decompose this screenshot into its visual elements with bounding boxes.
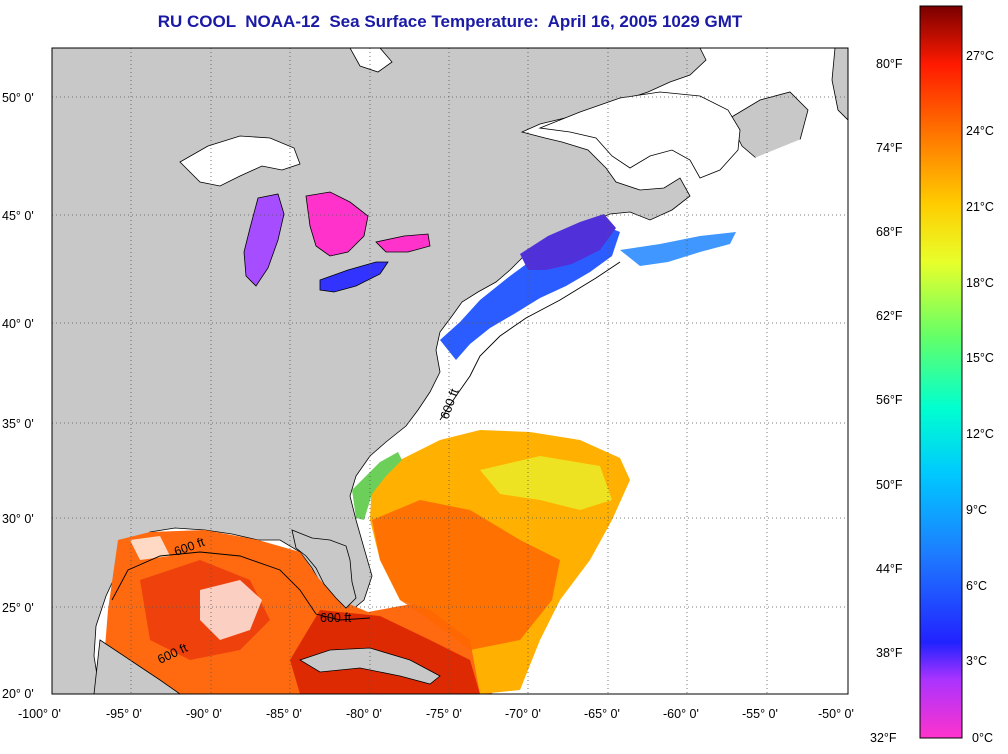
- celsius-scale: 27°C 24°C 21°C 18°C 15°C 12°C 9°C 6°C 3°…: [966, 49, 994, 745]
- isobath-line-gulf: [111, 551, 371, 621]
- james-bay: [349, 48, 393, 73]
- lake-superior: [179, 135, 301, 187]
- lon-label: -75° 0': [426, 707, 462, 721]
- colorbar: 80°F 74°F 68°F 62°F 56°F 50°F 44°F 38°F …: [870, 5, 994, 745]
- lat-label: 35° 0': [2, 417, 34, 431]
- c-label: 24°C: [966, 124, 994, 138]
- lake-erie: [319, 261, 389, 293]
- f-label: 38°F: [876, 646, 903, 660]
- c-label: 15°C: [966, 351, 994, 365]
- florida-land: [291, 529, 357, 609]
- f-label: 44°F: [876, 562, 903, 576]
- lon-label: -60° 0': [663, 707, 699, 721]
- c-label: 3°C: [966, 654, 987, 668]
- longitude-labels: -100° 0' -95° 0' -90° 0' -85° 0' -80° 0'…: [18, 707, 854, 721]
- map-frame: [51, 47, 849, 695]
- gulf-of-maine-violet: [520, 214, 616, 270]
- latitude-labels: 50° 0' 45° 0' 40° 0' 35° 0' 30° 0' 25° 0…: [2, 91, 34, 701]
- isobath-line: [439, 261, 621, 421]
- north-america-land: [52, 48, 707, 694]
- lon-label: -100° 0': [18, 707, 61, 721]
- lon-label: -95° 0': [106, 707, 142, 721]
- f-label: 74°F: [876, 141, 903, 155]
- florida-shelf-cool: [352, 452, 402, 520]
- f-label: 68°F: [876, 225, 903, 239]
- lat-label: 20° 0': [2, 687, 34, 701]
- c-label: 18°C: [966, 276, 994, 290]
- lon-label: -80° 0': [346, 707, 382, 721]
- c-label: 6°C: [966, 579, 987, 593]
- lon-label: -70° 0': [505, 707, 541, 721]
- greenland-coast: [831, 48, 848, 121]
- lat-label: 25° 0': [2, 601, 34, 615]
- gulf-of-st-lawrence: [538, 91, 741, 179]
- lon-label: -65° 0': [584, 707, 620, 721]
- lake-ontario: [375, 233, 431, 253]
- c-label: 9°C: [966, 503, 987, 517]
- f-label: 80°F: [876, 57, 903, 71]
- lon-label: -55° 0': [742, 707, 778, 721]
- lat-label: 50° 0': [2, 91, 34, 105]
- lat-label: 30° 0': [2, 512, 34, 526]
- f-label: 50°F: [876, 478, 903, 492]
- scotian-shelf-blue: [620, 232, 736, 266]
- lat-label: 40° 0': [2, 317, 34, 331]
- colorbar-gradient: [919, 5, 963, 739]
- c-label: 21°C: [966, 200, 994, 214]
- yucatan-land: [93, 639, 181, 694]
- graticule: [52, 48, 848, 694]
- f-label: 62°F: [876, 309, 903, 323]
- c-label: 12°C: [966, 427, 994, 441]
- f-label: 56°F: [876, 393, 903, 407]
- gulf-cloud-gaps: [130, 536, 262, 640]
- lake-huron: [305, 191, 369, 257]
- map-title: RU COOL NOAA-12 Sea Surface Temperature:…: [157, 12, 743, 31]
- lat-label: 45° 0': [2, 209, 34, 223]
- lake-michigan: [243, 193, 285, 287]
- cuba-land: [299, 647, 441, 685]
- sargasso-yellow: [480, 456, 612, 510]
- offshore-cloud-east: [700, 120, 848, 260]
- lon-label: -90° 0': [186, 707, 222, 721]
- lon-label: -85° 0': [266, 707, 302, 721]
- f-label: 32°F: [870, 731, 897, 745]
- lon-label: -50° 0': [818, 707, 854, 721]
- map-area: 600 ft 600 ft 600 ft 600 ft: [52, 48, 848, 694]
- isobath-label: 600 ft: [320, 611, 352, 625]
- gulf-stream-orange: [372, 500, 560, 650]
- c-label: 27°C: [966, 49, 994, 63]
- fahrenheit-scale: 80°F 74°F 68°F 62°F 56°F 50°F 44°F 38°F …: [870, 57, 903, 745]
- c-label: 0°C: [972, 731, 993, 745]
